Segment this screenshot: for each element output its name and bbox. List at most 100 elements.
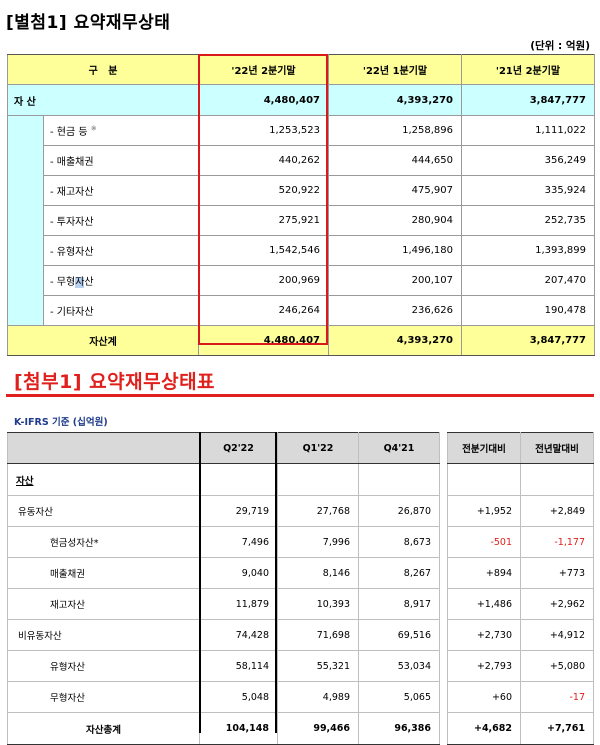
change-table: 전분기대비 전년말대비 +1,952 +2,849 -501 -1,177 +8…	[447, 432, 594, 745]
cell-value: 4,480,407	[198, 84, 330, 116]
cell-value: 8,267	[358, 557, 440, 589]
cell-change: +4,682	[447, 712, 521, 745]
row-label: 자산총계	[7, 712, 200, 745]
table-row: 유형자산 58,114 55,321 53,034	[7, 650, 440, 682]
table-row: 무형자산 5,048 4,989 5,065	[7, 681, 440, 713]
cell-value: 27,768	[277, 495, 359, 527]
cell-value: 5,048	[199, 681, 278, 713]
cell-value: 5,065	[358, 681, 440, 713]
cell-value: 9,040	[199, 557, 278, 589]
cell-value: 520,922	[198, 175, 330, 206]
table-row-assets: 자 산 4,480,407 4,393,270 3,847,777	[6, 84, 596, 116]
top-title: [별첨1] 요약재무상태	[6, 13, 171, 33]
cell-change: +2,793	[447, 650, 521, 682]
row-label: 자산계	[6, 325, 200, 356]
title-underline	[6, 394, 594, 397]
row-label: - 기타자산	[42, 295, 200, 326]
table-header-row: Q2'22 Q1'22 Q4'21	[7, 432, 440, 464]
table-row: 매출채권 9,040 8,146 8,267	[7, 557, 440, 589]
cell-value: 53,034	[358, 650, 440, 682]
header-q4-21: Q4'21	[358, 432, 440, 464]
cell-value: 356,249	[461, 145, 596, 176]
row-label: 무형자산	[7, 681, 200, 713]
cell-value: 3,847,777	[461, 325, 596, 356]
cell-value: 475,907	[328, 175, 463, 206]
cell-change: -17	[520, 681, 594, 713]
header-q1-22: '22년 1분기말	[328, 54, 463, 85]
cell-value: 200,107	[328, 265, 463, 296]
cell-value: 236,626	[328, 295, 463, 326]
cell-value: 11,879	[199, 588, 278, 620]
row-label: - 무형자산	[42, 265, 200, 296]
cell-value: 4,393,270	[328, 84, 463, 116]
row-label: 유동자산	[7, 495, 200, 527]
table-header-row: 전분기대비 전년말대비	[447, 432, 594, 464]
cell-value: 1,393,899	[461, 235, 596, 266]
row-label: - 현금 등 ※	[42, 115, 200, 146]
table-row: 현금성자산* 7,496 7,996 8,673	[7, 526, 440, 558]
cell-value: 1,111,022	[461, 115, 596, 146]
cell-value: 104,148	[199, 712, 278, 745]
cell-value: 7,996	[277, 526, 359, 558]
header-q2-22: Q2'22	[199, 432, 278, 464]
cell-value: 7,496	[199, 526, 278, 558]
row-label: - 투자자산	[42, 205, 200, 236]
cell-value: 4,480,407	[198, 325, 330, 356]
table-row-total: +4,682 +7,761	[447, 712, 594, 745]
header-q2-21: '21년 2분기말	[461, 54, 596, 85]
table-row: - 매출채권 440,262 444,650 356,249	[8, 145, 596, 176]
category-row: 자산	[7, 463, 440, 496]
text-selection-highlight: 자	[75, 277, 85, 288]
summary-financial-position-table: 구 분 '22년 2분기말 '22년 1분기말 '21년 2분기말 자 산 4,…	[6, 54, 596, 356]
row-label: 자 산	[6, 84, 200, 116]
cell-value: 69,516	[358, 619, 440, 651]
cell-value: 1,253,523	[198, 115, 330, 146]
cell-value: 3,847,777	[461, 84, 596, 116]
cell-value: 252,735	[461, 205, 596, 236]
header-category: 구 분	[6, 54, 200, 85]
cell-value: 99,466	[277, 712, 359, 745]
cell-value: 4,393,270	[328, 325, 463, 356]
cell-change: +1,952	[447, 495, 521, 527]
note-mark: ※	[90, 124, 97, 133]
cell-value: 444,650	[328, 145, 463, 176]
cell-value: 8,917	[358, 588, 440, 620]
cell-change: +2,962	[520, 588, 594, 620]
cell-value: 71,698	[277, 619, 359, 651]
cell-value: 1,496,180	[328, 235, 463, 266]
cell-value: 1,258,896	[328, 115, 463, 146]
cell-value: 55,321	[277, 650, 359, 682]
cell-value: 190,478	[461, 295, 596, 326]
table-row: - 재고자산 520,922 475,907 335,924	[8, 175, 596, 206]
cell-value: 335,924	[461, 175, 596, 206]
table-row: - 무형자산 200,969 200,107 207,470	[8, 265, 596, 296]
category-row	[447, 463, 594, 496]
table-row-total: 자산총계 104,148 99,466 96,386	[7, 712, 440, 745]
table-row: 재고자산 11,879 10,393 8,917	[7, 588, 440, 620]
cell-value: 74,428	[199, 619, 278, 651]
table-row: +2,730 +4,912	[447, 619, 594, 651]
cell-value: 29,719	[199, 495, 278, 527]
header-ytd: 전년말대비	[520, 432, 594, 464]
indent-cell	[7, 115, 44, 326]
table-header-row: 구 분 '22년 2분기말 '22년 1분기말 '21년 2분기말	[6, 54, 596, 85]
row-label: 유형자산	[7, 650, 200, 682]
cell-value: 207,470	[461, 265, 596, 296]
cell-change: +894	[447, 557, 521, 589]
cell-value: 10,393	[277, 588, 359, 620]
cell-change: +60	[447, 681, 521, 713]
cell-value: 246,264	[198, 295, 330, 326]
header-qoq: 전분기대비	[447, 432, 521, 464]
row-label: - 매출채권	[42, 145, 200, 176]
table-row: +1,952 +2,849	[447, 495, 594, 527]
cell-change: +2,849	[520, 495, 594, 527]
cell-value: 440,262	[198, 145, 330, 176]
row-label: - 재고자산	[42, 175, 200, 206]
row-label: 재고자산	[7, 588, 200, 620]
cell-change: +1,486	[447, 588, 521, 620]
cell-value: 8,673	[358, 526, 440, 558]
table-row: - 기타자산 246,264 236,626 190,478	[8, 295, 596, 326]
row-label: 매출채권	[7, 557, 200, 589]
cell-change: +7,761	[520, 712, 594, 745]
balance-sheet-table: Q2'22 Q1'22 Q4'21 자산 유동자산 29,719 27,768 …	[7, 432, 440, 745]
